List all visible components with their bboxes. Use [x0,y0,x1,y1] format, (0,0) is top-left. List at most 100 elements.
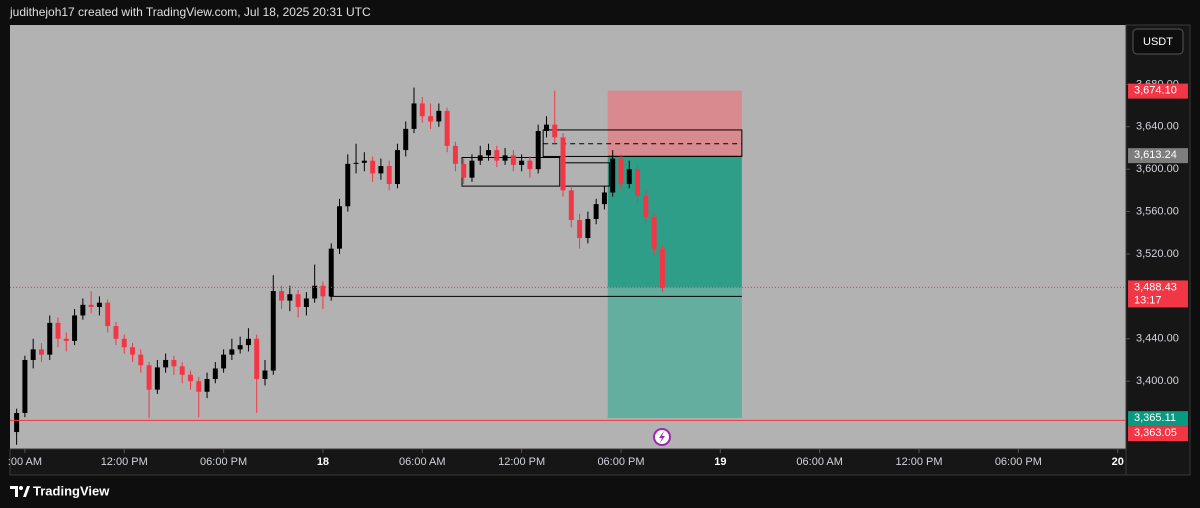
candle-body [601,192,607,205]
candle-body [486,150,492,156]
price-badge [1128,426,1188,442]
candle-body [262,370,268,380]
plot-layer [10,87,1126,445]
candle-body [461,163,467,178]
candle-body [494,150,500,161]
candle-body [303,298,309,307]
candle-body [370,160,376,174]
candle-body [328,248,334,297]
currency-label: USDT [1143,36,1173,48]
candle-body [568,190,574,221]
price-badge-label: 3,365.11 [1134,412,1176,424]
y-tick-label: 3,400.00 [1136,375,1179,387]
x-tick-label: 18 [317,456,329,468]
plot-area [10,25,1126,449]
x-tick-label: 06:00 PM [597,456,644,468]
candle-body [63,338,69,341]
y-tick-label: 3,640.00 [1136,121,1179,133]
candle-body [154,367,160,390]
candle-body [146,365,152,390]
candle-body [229,349,235,355]
brand: TradingView [33,483,110,498]
profit-zone [607,287,742,419]
candle-body [121,338,127,348]
x-tick-label: :00 AM [8,456,42,468]
candle-body [527,160,533,170]
y-tick-label: 3,560.00 [1136,205,1179,217]
candle-body [237,345,243,350]
brand-logo [10,486,30,497]
candle-body [610,158,616,193]
candle-body [270,291,276,371]
price-badge [1128,148,1188,164]
candle-body [295,294,301,307]
candle-body [394,150,400,184]
candle-body [96,302,102,307]
candle-body [88,304,94,307]
candle-body [428,116,434,122]
price-badge-label: 3,363.05 [1134,427,1177,439]
x-tick-label: 19 [714,456,726,468]
candle-body [113,326,119,339]
y-tick-label: 3,520.00 [1136,248,1179,260]
candle-body [171,359,177,367]
candle-body [130,347,136,355]
candle-body [204,379,210,392]
x-tick-label: 12:00 PM [498,456,545,468]
candle-body [72,315,78,341]
x-tick-label: 06:00 PM [200,456,247,468]
candle-body [519,160,525,165]
candle-body [337,206,342,249]
currency-button[interactable] [1132,28,1184,55]
x-tick-label: 12:00 PM [895,456,942,468]
price-badge-label: 3,488.43 [1134,281,1177,293]
candle-body [502,155,508,161]
price-badge [1128,411,1188,427]
candle-body [320,285,326,297]
candle-body [361,160,367,163]
candle-body [535,131,541,170]
candle-body [245,338,251,346]
candle-body [47,322,53,355]
candle-body [626,169,632,184]
price-badge [1128,280,1188,308]
candle-body [38,349,44,355]
price-badge-label: 3,613.24 [1134,149,1177,161]
price-badge [1128,83,1188,99]
candle-body [221,354,227,369]
candle-body [30,349,36,360]
candle-body [477,155,483,161]
candle-body [419,103,425,117]
price-axis [1125,24,1191,476]
countdown-label: 13:17 [1134,294,1162,306]
candle-body [411,103,417,129]
x-tick-label: 12:00 PM [101,456,148,468]
candle-body [635,169,641,196]
candle-body [138,354,144,366]
price-badge-label: 3,674.10 [1134,85,1177,97]
candle-body [179,366,185,375]
x-tick-label: 06:00 AM [796,456,842,468]
candle-body [469,160,475,178]
candle-body [212,368,218,380]
candle-body [187,374,193,382]
candle-body [105,302,111,327]
candle-body [80,304,86,316]
candle-body [452,145,458,164]
candle-body [353,162,359,164]
candle-body [560,137,566,191]
candle-body [312,285,318,299]
stop-zone [607,90,742,156]
candle-body [436,110,442,122]
x-tick-label: 06:00 AM [399,456,445,468]
attribution: judithejoh17 created with TradingView.co… [9,5,371,19]
candle-body [14,412,20,433]
candle-body [552,124,558,138]
candle-body [577,220,583,239]
candle-body [543,124,549,131]
candle-body [618,158,624,184]
x-tick-label: 20 [1112,456,1124,468]
candle-body [287,294,293,301]
